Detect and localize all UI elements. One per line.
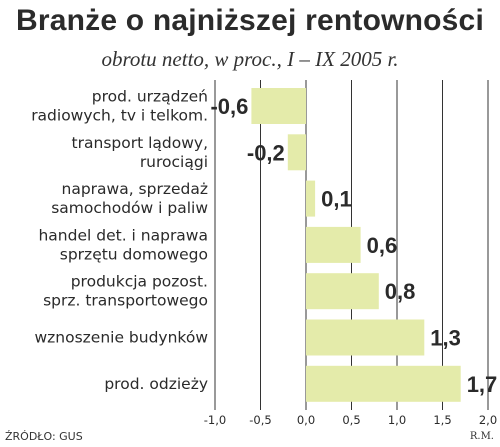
category-label: wznoszenie budynków [34,329,208,347]
category-label: samochodów i paliw [51,199,208,217]
category-label: prod. urządzeń [92,88,208,106]
x-tick-label: 0,0 [297,413,315,427]
category-label: radiowych, tv i telkom. [31,107,208,125]
x-axis-ticks: -1,0 -0,5 0,0 0,5 1,0 1,5 2,0 [204,413,497,427]
source-note: ŹRÓDŁO: GUS [5,430,83,443]
bar [306,365,461,402]
category-label: prod. odzieży [104,375,208,393]
category-label: sprz. transportowego [43,292,208,310]
chart-subtitle: obrotu netto, w proc., I – IX 2005 r. [101,47,399,71]
value-label: 0,1 [321,187,352,212]
category-label: handel det. i naprawa [38,226,208,244]
category-label: sprzętu domowego [60,245,208,263]
bar [251,88,306,124]
bar [306,226,361,263]
value-label: 1,7 [467,372,498,397]
x-tick-label: 0,5 [342,413,360,427]
category-label: rurociągi [140,153,208,171]
value-label: -0,2 [247,140,285,165]
category-label: naprawa, sprzedaż [62,180,209,198]
bar [306,319,425,356]
bar [306,180,316,217]
value-label: 0,8 [385,279,416,304]
value-label: 0,6 [367,233,398,258]
category-label: transport lądowy, [72,134,208,152]
category-label: produkcja pozost. [71,273,208,291]
x-tick-label: 1,0 [388,413,406,427]
x-tick-label: 2,0 [479,413,497,427]
bar [306,273,379,310]
value-label: 1,3 [430,326,461,351]
bars [251,88,461,402]
x-tick-label: -1,0 [204,413,226,427]
value-label: -0,6 [210,94,248,119]
bar [287,134,306,171]
author-initials: R.M. [469,431,494,442]
value-labels: -0,6 -0,2 0,1 0,6 0,8 1,31,7 [210,94,497,397]
x-tick-label: -0,5 [249,413,271,427]
x-tick-label: 1,5 [433,413,451,427]
chart-title: Branże o najniższej rentowności [16,4,484,37]
